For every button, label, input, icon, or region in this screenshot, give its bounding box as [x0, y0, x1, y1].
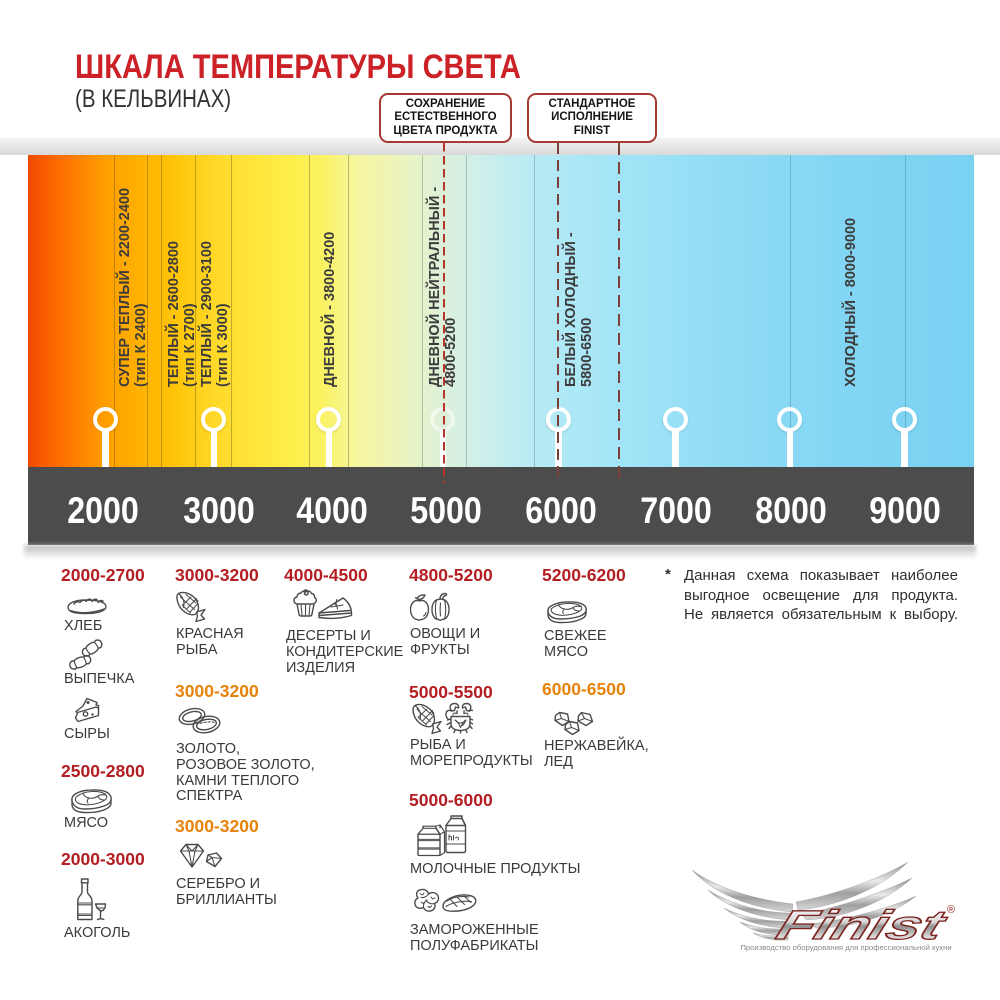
- svg-text:Производство оборудования для: Производство оборудования для профессион…: [740, 943, 951, 952]
- svg-text:Finist: Finist: [771, 903, 953, 948]
- svg-text:®: ®: [947, 904, 955, 916]
